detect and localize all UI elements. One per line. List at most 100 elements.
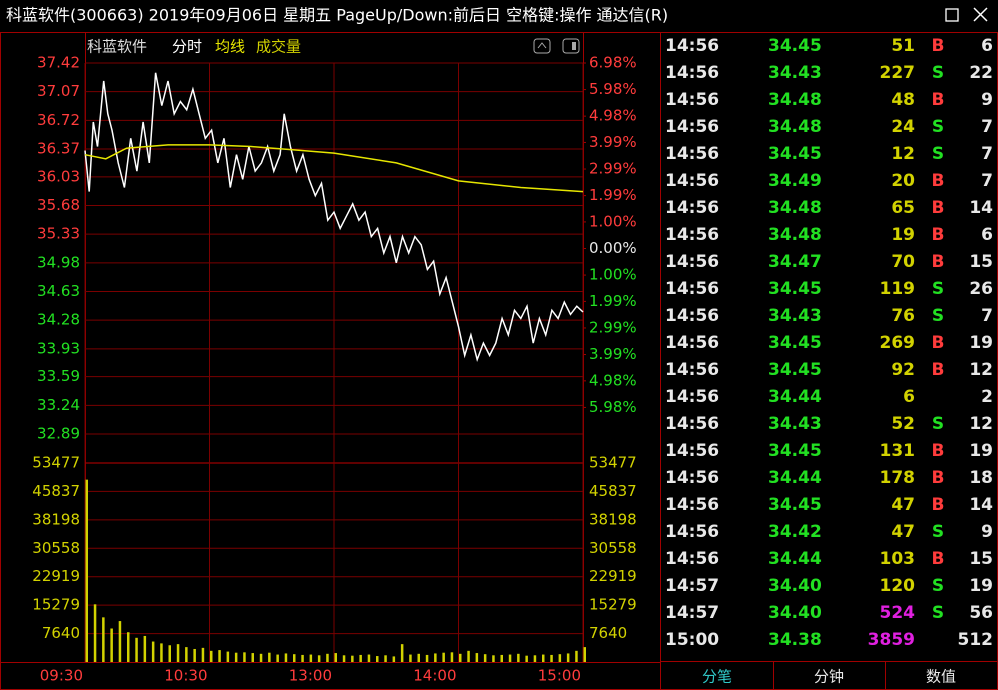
volume-bar (210, 650, 213, 662)
trade-time: 14:56 (665, 306, 719, 326)
trade-count: 2 (981, 387, 993, 407)
trade-volume: 47 (891, 495, 915, 515)
volume-bar (251, 653, 254, 662)
trade-volume: 131 (880, 441, 916, 461)
y-tick-label: 35.33 (37, 225, 80, 243)
trade-price: 34.49 (768, 171, 822, 191)
trade-volume: 76 (891, 306, 915, 326)
trade-count: 7 (981, 306, 993, 326)
close-button[interactable] (973, 7, 988, 22)
tab[interactable]: 分钟 (814, 668, 844, 686)
trade-count: 15 (969, 252, 993, 272)
y-tick-label: 33.59 (37, 367, 80, 385)
trade-volume: 12 (891, 144, 915, 164)
y2-tick-label: 1.99% (589, 292, 637, 310)
volume-bar (417, 653, 420, 662)
y2-tick-label: 4.98% (589, 107, 637, 125)
trade-price: 34.44 (768, 549, 822, 569)
tab[interactable]: 分笔 (702, 668, 732, 686)
volume-bar (558, 654, 562, 662)
maximize-button[interactable] (945, 8, 959, 22)
y2-tick-label: 0.00% (589, 239, 637, 257)
trade-volume: 3859 (868, 630, 915, 650)
trade-volume: 119 (880, 279, 916, 299)
volume-bar (533, 655, 537, 662)
y-tick-label: 37.07 (37, 82, 80, 100)
trade-time: 14:56 (665, 90, 719, 110)
y2-tick-label: 45837 (589, 482, 637, 500)
trade-volume: 24 (891, 117, 915, 137)
volume-bar (143, 635, 147, 662)
tab[interactable]: 数值 (926, 668, 956, 686)
y-tick-label: 32.89 (37, 425, 80, 443)
trade-side: S (932, 522, 944, 542)
volume-bar (226, 651, 230, 662)
y2-tick-label: 22919 (589, 567, 637, 585)
trade-count: 7 (981, 171, 993, 191)
volume-bar (542, 654, 545, 662)
volume-bar (483, 654, 487, 662)
trade-price: 34.44 (768, 387, 822, 407)
zoom-button[interactable] (533, 38, 551, 54)
volume-bar (384, 655, 387, 662)
x-tick-label: 10:30 (164, 667, 207, 685)
y-tick-label: 7640 (42, 624, 80, 642)
y-tick-label: 22919 (32, 567, 80, 585)
volume-bar (102, 617, 105, 662)
y-tick-label: 36.72 (37, 111, 80, 129)
y-tick-label: 35.68 (37, 196, 80, 214)
trade-time: 15:00 (665, 630, 719, 650)
trade-price: 34.43 (768, 306, 822, 326)
trade-time: 14:56 (665, 468, 719, 488)
trade-time: 14:56 (665, 387, 719, 407)
volume-bar (376, 656, 379, 662)
y-tick-label: 33.93 (37, 339, 80, 357)
volume-bar (168, 645, 171, 662)
volume-bar (367, 654, 371, 662)
trade-volume: 103 (880, 549, 916, 569)
trade-time: 14:56 (665, 414, 719, 434)
trade-time: 14:56 (665, 144, 719, 164)
volume-bar (517, 653, 520, 662)
trade-count: 12 (969, 414, 993, 434)
y2-tick-label: 15279 (589, 596, 637, 614)
x-tick-label: 14:00 (413, 667, 456, 685)
volume-bar (575, 650, 578, 662)
trade-count: 512 (958, 630, 994, 650)
y-tick-label: 37.42 (37, 54, 80, 72)
volume-bar (284, 653, 288, 662)
y2-tick-label: 38198 (589, 510, 637, 528)
x-tick-label: 15:00 (538, 667, 581, 685)
trade-time: 14:56 (665, 117, 719, 137)
toggle-button[interactable] (562, 38, 580, 54)
y2-tick-label: 5.98% (589, 398, 637, 416)
volume-bar (459, 653, 462, 662)
y2-tick-label: 3.99% (589, 345, 637, 363)
trade-volume: 65 (891, 198, 915, 218)
y2-tick-label: 7640 (589, 624, 627, 642)
trade-count: 15 (969, 549, 993, 569)
trade-time: 14:56 (665, 495, 719, 515)
volume-bar (317, 655, 321, 662)
trade-volume: 52 (891, 414, 915, 434)
volume-bar (193, 648, 196, 662)
volume-bar (583, 647, 586, 662)
y-tick-label: 53477 (32, 454, 80, 472)
volume-title: 成交量 (256, 38, 301, 56)
volume-bar (127, 632, 130, 662)
trade-count: 9 (981, 522, 993, 542)
trade-count: 7 (981, 144, 993, 164)
trade-volume: 92 (891, 360, 915, 380)
volume-bar (409, 654, 412, 662)
trade-count: 6 (981, 225, 993, 245)
volume-bar (268, 652, 271, 662)
trade-time: 14:56 (665, 279, 719, 299)
volume-bar (176, 644, 180, 662)
trade-side: S (932, 279, 944, 299)
trade-volume: 48 (891, 90, 915, 110)
y2-tick-label: 3.99% (589, 133, 637, 151)
trade-count: 7 (981, 117, 993, 137)
y2-tick-label: 4.98% (589, 371, 637, 389)
y2-tick-label: 2.99% (589, 318, 637, 336)
